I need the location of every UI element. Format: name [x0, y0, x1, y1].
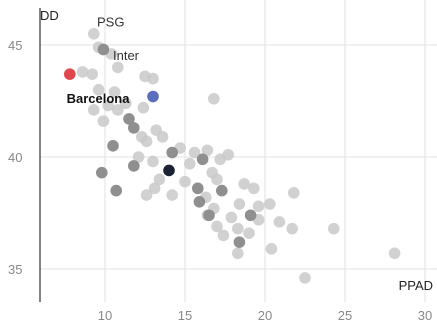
x-axis-title: PPAD: [399, 278, 433, 293]
data-point: [244, 209, 257, 222]
annotation-barcelona: Barcelona: [67, 91, 131, 106]
data-point: [107, 140, 119, 152]
data-point-blue: [147, 90, 159, 103]
data-point: [156, 131, 169, 143]
data-point: [192, 182, 204, 195]
data-point: [252, 200, 265, 213]
data-point: [184, 157, 196, 170]
data-point: [147, 155, 159, 168]
y-axis-title: DD: [40, 8, 59, 23]
data-point: [112, 61, 124, 74]
data-point: [137, 101, 150, 114]
data-point: [108, 86, 121, 98]
data-point: [102, 99, 114, 112]
annotation-psg: PSG: [97, 15, 124, 30]
data-point: [232, 222, 244, 235]
data-point: [264, 198, 276, 210]
x-tick-label: 25: [338, 308, 352, 323]
data-point: [128, 122, 140, 134]
data-point: [110, 184, 122, 197]
data-point: [248, 182, 260, 195]
data-point-black: [163, 164, 175, 177]
data-point: [88, 104, 100, 116]
labels-layer: DD PPAD PSG Inter Barcelona: [40, 8, 433, 293]
data-point: [225, 211, 238, 224]
data-point-barcelona: [64, 68, 76, 80]
data-point: [211, 220, 223, 233]
points-layer: [64, 28, 401, 284]
x-tick-label: 15: [178, 308, 192, 323]
data-point: [96, 166, 108, 179]
data-point: [233, 198, 246, 210]
data-point: [97, 115, 110, 127]
data-point: [120, 97, 132, 110]
x-tick-label: 10: [98, 308, 112, 323]
data-point: [196, 153, 209, 166]
x-tick-label: 30: [418, 308, 432, 323]
data-point: [112, 104, 124, 116]
data-point: [388, 247, 401, 260]
x-tick-label: 20: [258, 308, 272, 323]
data-point: [211, 173, 223, 186]
data-point: [288, 187, 300, 199]
y-tick-label: 35: [8, 262, 22, 277]
data-point: [86, 68, 98, 80]
data-point: [123, 113, 135, 125]
data-point: [140, 135, 153, 148]
data-point: [328, 222, 340, 235]
y-tick-label: 40: [8, 150, 22, 165]
data-point: [238, 178, 250, 190]
axis-layer: 10 15 20 25 30 35 40 45: [8, 8, 432, 323]
data-point: [232, 247, 244, 260]
data-point: [76, 66, 89, 78]
data-point: [188, 146, 201, 159]
data-point: [208, 92, 220, 105]
data-point: [92, 84, 105, 96]
grid-layer: [40, 0, 437, 302]
data-point: [201, 144, 214, 157]
data-point: [97, 43, 110, 56]
y-tick-label: 45: [8, 38, 22, 53]
data-point: [179, 175, 191, 188]
data-point: [132, 151, 145, 163]
data-point: [217, 229, 230, 242]
data-point: [216, 184, 228, 197]
data-point: [299, 272, 311, 284]
data-point: [128, 160, 140, 172]
data-point: [88, 28, 100, 40]
data-point: [265, 243, 278, 255]
data-point: [222, 148, 234, 161]
data-point: [148, 182, 161, 195]
data-point: [233, 236, 246, 248]
data-point: [153, 173, 166, 186]
data-point: [140, 189, 153, 201]
data-point: [193, 196, 206, 208]
data-point: [166, 189, 178, 201]
data-point: [166, 146, 178, 159]
data-point: [203, 209, 215, 222]
data-point: [147, 72, 159, 85]
data-point: [273, 216, 286, 228]
annotation-inter: Inter: [113, 48, 140, 63]
data-point: [243, 227, 255, 239]
data-point: [286, 222, 299, 235]
